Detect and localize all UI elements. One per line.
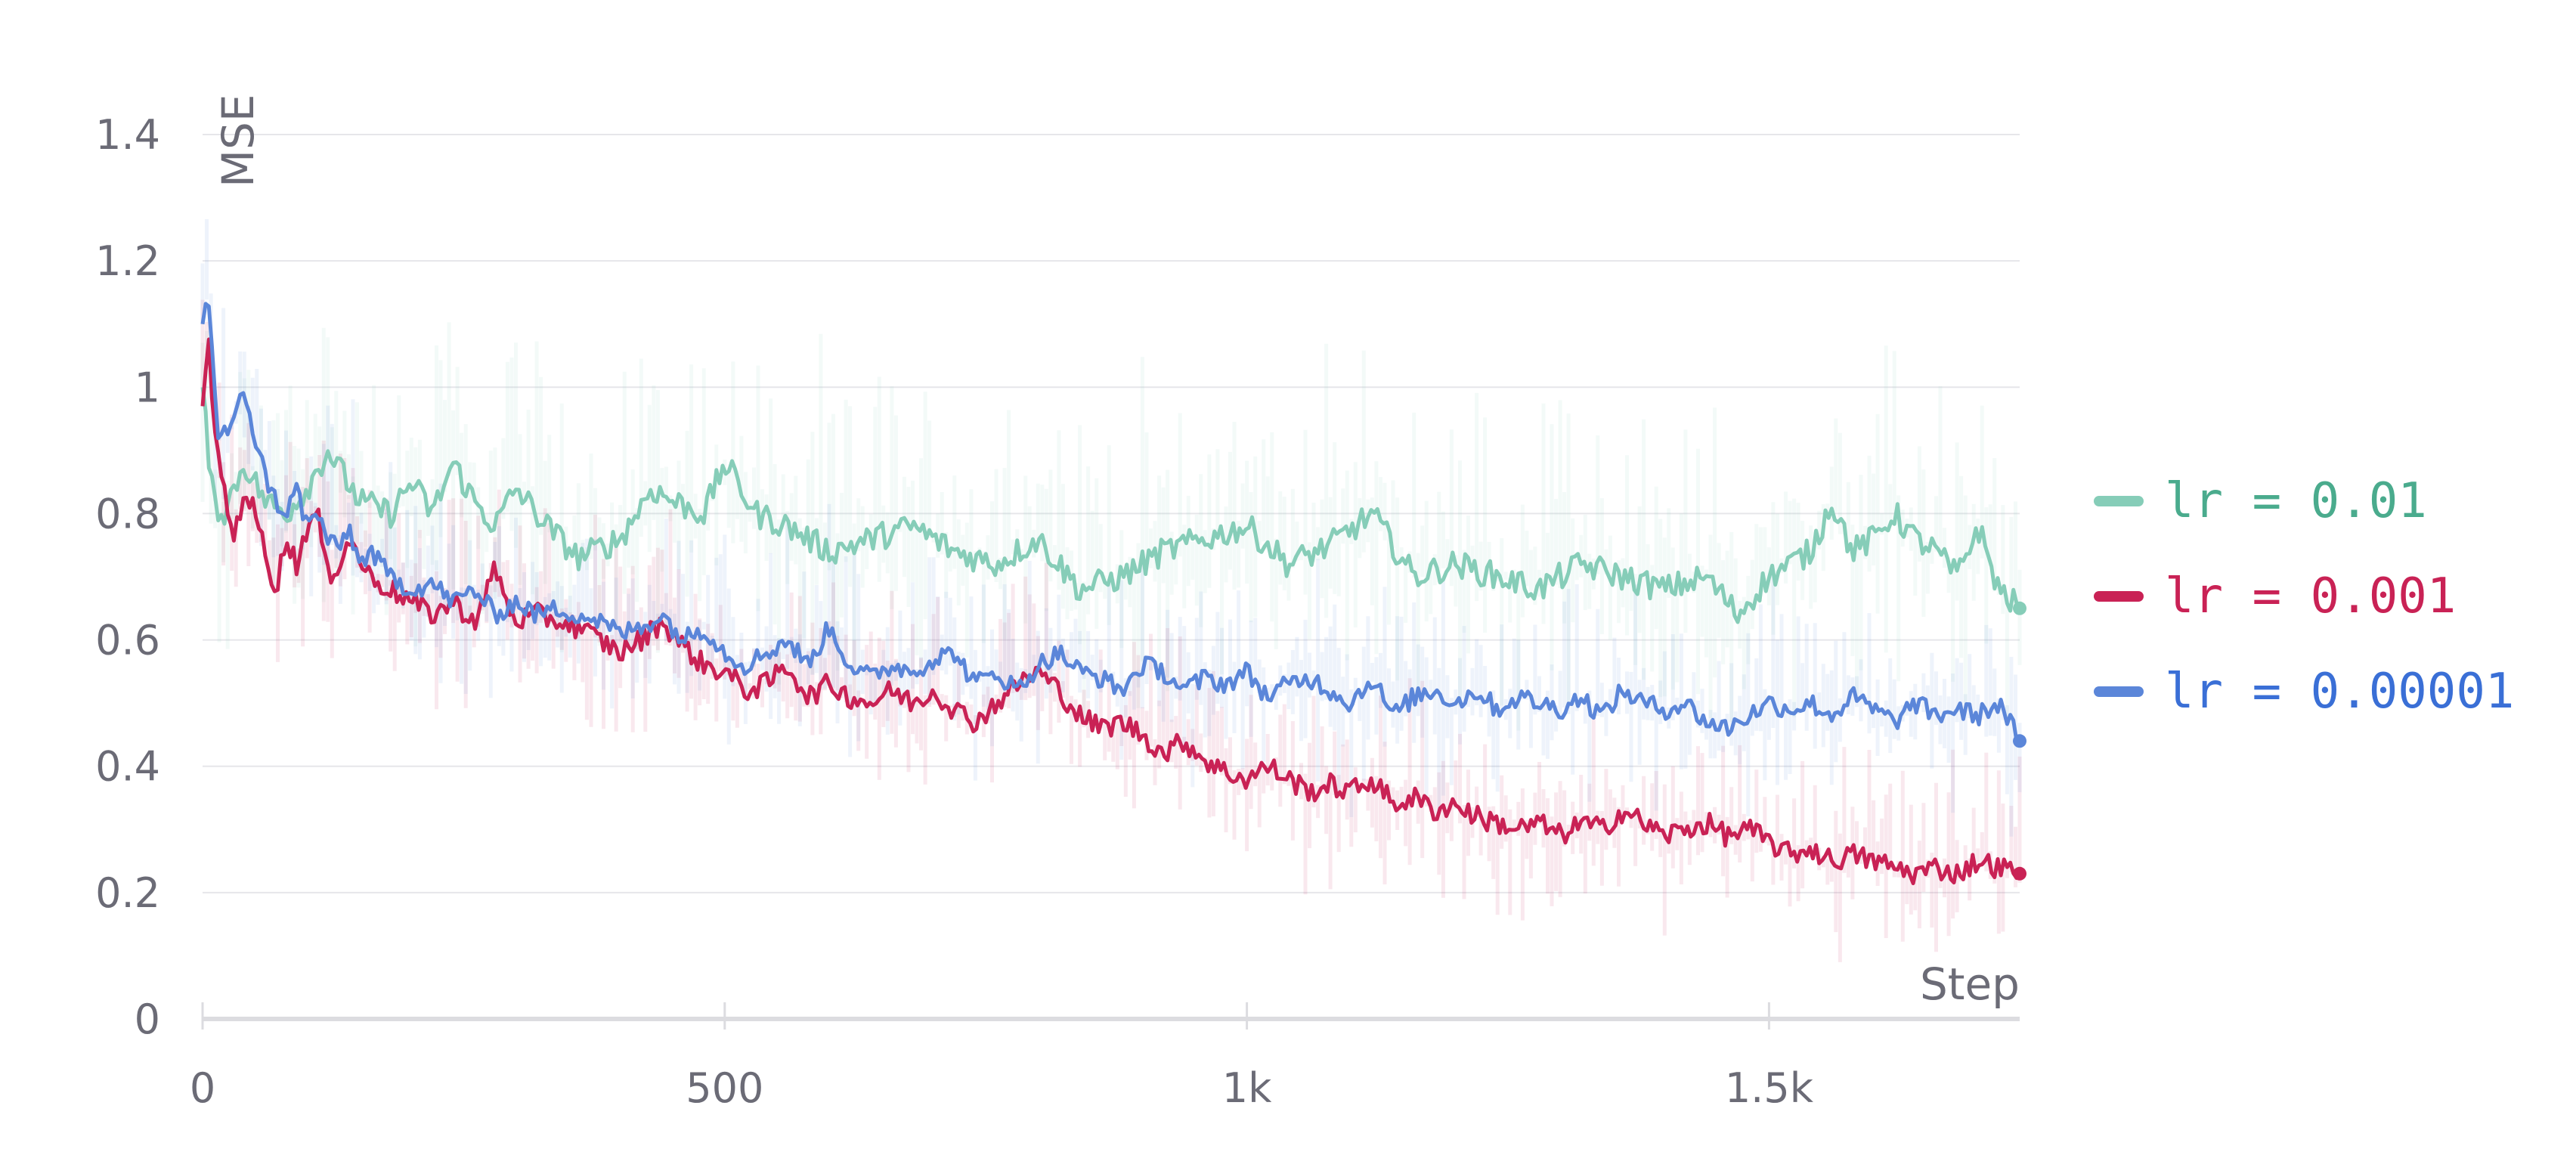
legend-swatch [2094,591,2144,602]
series-line-lr-0-01[interactable] [200,386,2022,624]
series-lines [200,302,2026,886]
y-tick-label: 0 [135,996,160,1043]
raw-noise-lr-0-00001 [200,219,2022,837]
legend-item-lr-0.001[interactable]: lr = 0.001 [2094,549,2514,644]
y-tick-label: 1.4 [95,111,160,159]
y-axis-title: MSE [212,94,264,187]
raw-noise-layer [200,219,2022,962]
series-endpoint-lr-0-001[interactable] [2013,866,2026,881]
axes: 0 0.2 0.4 0.6 0.8 1 1.2 1.4 0 500 1k 1.5k [95,111,2020,1112]
legend-label: lr = 0.00001 [2165,664,2515,720]
series-endpoint-lr-0-00001[interactable] [2013,734,2026,748]
series-line-lr-0-001[interactable] [200,337,2022,886]
grid-lines [203,134,2020,893]
legend-swatch [2094,686,2144,697]
series-endpoint-lr-0-01[interactable] [2013,601,2026,615]
y-tick-label: 1.2 [95,237,160,285]
x-axis-title: Step [1920,958,2020,1010]
x-tick-label: 500 [686,1064,763,1112]
legend-item-lr-0.01[interactable]: lr = 0.01 [2094,454,2514,549]
x-tick-label: 0 [190,1064,215,1112]
legend-item-lr-0.00001[interactable]: lr = 0.00001 [2094,644,2514,739]
y-tick-label: 1 [135,364,160,411]
legend: lr = 0.01 lr = 0.001 lr = 0.00001 [2094,454,2514,739]
legend-label: lr = 0.01 [2165,473,2427,529]
x-tick-label: 1k [1222,1064,1272,1112]
y-tick-label: 0.8 [95,490,160,537]
y-tick-label: 0.2 [95,869,160,917]
y-tick-label: 0.6 [95,617,160,664]
legend-swatch [2094,496,2144,506]
series-line-lr-0-00001[interactable] [200,302,2022,743]
legend-label: lr = 0.001 [2165,568,2457,624]
y-tick-label: 0.4 [95,743,160,791]
x-tick-label: 1.5k [1725,1064,1814,1112]
